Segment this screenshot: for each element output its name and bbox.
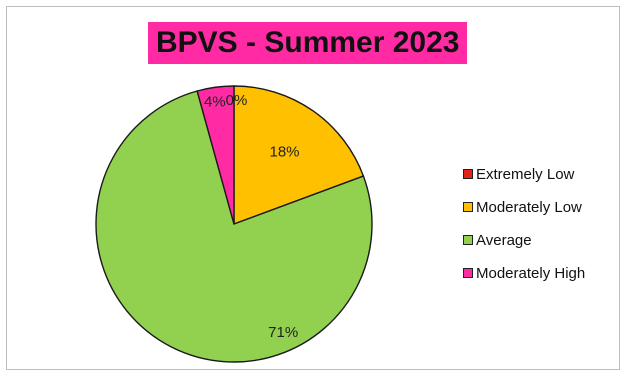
legend-item-moderately-low: Moderately Low xyxy=(463,195,619,219)
legend: Extremely Low Moderately Low Average Mod… xyxy=(463,162,619,294)
data-label-average: 71% xyxy=(268,324,298,341)
legend-label-moderately-low: Moderately Low xyxy=(476,198,582,216)
legend-swatch-average xyxy=(463,235,473,245)
legend-swatch-moderately-low xyxy=(463,202,473,212)
data-label-moderately-high: 4% xyxy=(204,93,226,110)
chart-title: BPVS - Summer 2023 xyxy=(148,22,468,64)
pie-slice-average xyxy=(95,90,373,363)
legend-item-average: Average xyxy=(463,228,619,252)
legend-label-average: Average xyxy=(476,231,532,249)
pie-slice-moderately-low xyxy=(233,85,365,226)
legend-label-extremely-low: Extremely Low xyxy=(476,165,575,183)
pie-data-labels: 0% 18% 71% 4% xyxy=(204,92,300,341)
legend-item-moderately-high: Moderately High xyxy=(463,261,619,285)
data-label-moderately-low: 18% xyxy=(269,144,299,161)
legend-item-extremely-low: Extremely Low xyxy=(463,162,619,186)
legend-swatch-moderately-high xyxy=(463,268,473,278)
data-label-extremely-low: 0% xyxy=(226,92,248,109)
legend-swatch-extremely-low xyxy=(463,169,473,179)
pie-slice-moderately-high xyxy=(196,85,235,225)
pie-slices xyxy=(95,85,373,363)
legend-label-moderately-high: Moderately High xyxy=(476,264,586,282)
